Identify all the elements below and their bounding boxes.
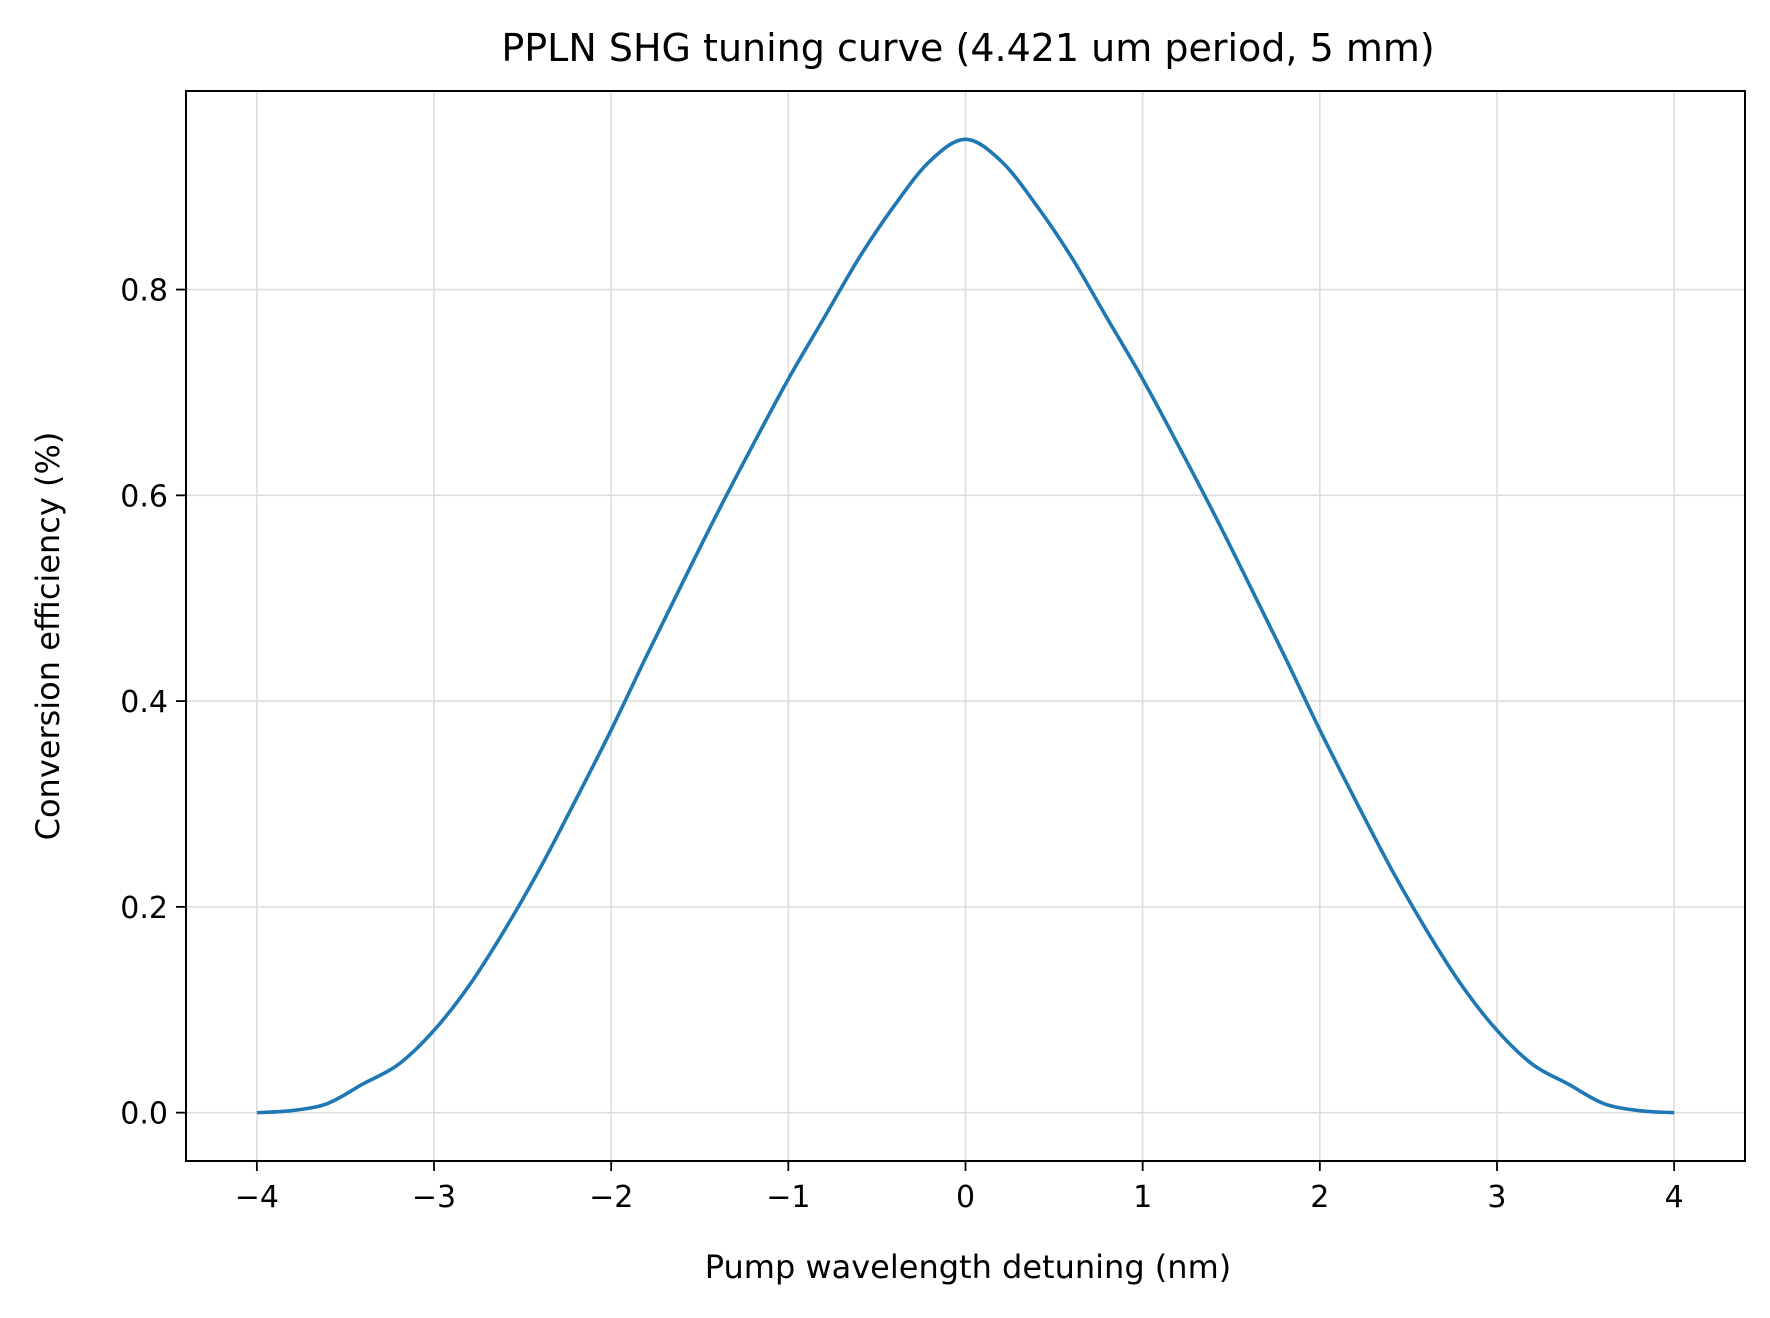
- grid: [186, 91, 1745, 1161]
- x-tick-label: −1: [766, 1180, 810, 1215]
- x-tick-label: −4: [235, 1180, 279, 1215]
- x-tick-label: −2: [589, 1180, 633, 1215]
- chart-title: PPLN SHG tuning curve (4.421 um period, …: [501, 26, 1434, 70]
- y-tick-label: 0.0: [120, 1097, 168, 1132]
- y-axis: 0.0 0.2 0.4 0.6 0.8: [120, 274, 186, 1132]
- x-axis-label: Pump wavelength detuning (nm): [705, 1248, 1231, 1286]
- x-tick-label: −3: [412, 1180, 456, 1215]
- x-tick-label: 0: [956, 1180, 975, 1215]
- y-axis-label: Conversion efficiency (%): [29, 432, 67, 841]
- y-tick-label: 0.8: [120, 274, 168, 309]
- x-tick-label: 2: [1310, 1180, 1329, 1215]
- x-axis: −4 −3 −2 −1 0 1 2 3 4: [235, 1161, 1684, 1215]
- series-layer: [256, 137, 1675, 1115]
- y-tick-label: 0.4: [120, 685, 168, 720]
- series-line-0: [256, 137, 1675, 1115]
- y-tick-label: 0.6: [120, 479, 168, 514]
- y-tick-label: 0.2: [120, 891, 168, 926]
- x-tick-label: 3: [1487, 1180, 1506, 1215]
- x-tick-label: 1: [1133, 1180, 1152, 1215]
- x-tick-label: 4: [1665, 1180, 1684, 1215]
